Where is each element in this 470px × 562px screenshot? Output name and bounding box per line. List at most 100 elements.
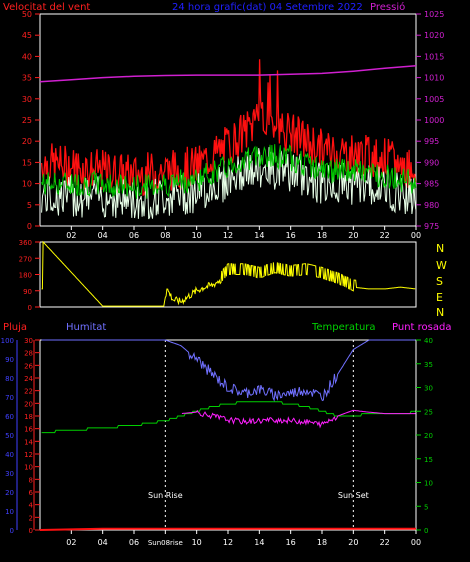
rain-y-tick-label: 28 [24,350,33,358]
cardinal-s: S [436,275,443,288]
rain-y-tick-label: 10 [24,464,33,472]
temp-y-tick-label: 5 [424,503,428,511]
humidity-x-tick-label: 16 [286,538,296,547]
pressure-y-tick-label: 975 [424,222,439,231]
pressure-line [39,64,417,83]
temp-y-tick-label: 25 [424,408,433,416]
cardinal-w: W [436,259,447,272]
wind-y-tick-label: 45 [22,31,32,40]
wind-direction-line [41,240,416,307]
pressure-y-tick-label: 995 [424,137,439,146]
humidity-y-tick-label: 50 [5,432,14,440]
wind-x-tick-label: 10 [192,231,202,240]
rain-y-tick-label: 4 [29,502,34,510]
wind-y-tick-label: 40 [22,52,32,61]
rain-y-tick-label: 6 [29,489,34,497]
rain-y-tick-label: 18 [24,413,33,421]
wind-x-tick-label: 06 [129,231,139,240]
rain-y-tick-label: 14 [24,438,33,446]
wind-y-tick-label: 35 [22,74,32,83]
wind-y-tick-label: 30 [22,95,32,104]
chart-marks: 0510152025303540455097598098599099510001… [1,10,445,547]
pressure-y-tick-label: 1000 [424,116,444,125]
humidity-y-tick-label: 80 [5,375,14,383]
wind-x-tick-label: 22 [380,231,390,240]
sunset-label: Sun Set [338,491,369,500]
temperature-line [41,401,416,434]
wind-y-tick-label: 50 [22,10,32,19]
humidity-y-tick-label: 10 [5,508,14,516]
wind-y-tick-label: 5 [27,201,32,210]
dewpoint-line [181,409,416,429]
temp-y-tick-label: 35 [424,361,433,369]
humidity-x-tick-label: 00 [411,538,421,547]
humidity-x-tick-label: 22 [380,538,390,547]
temp-y-tick-label: 40 [424,337,433,345]
wind-y-tick-label: 25 [22,116,32,125]
wind-x-tick-label: 02 [66,231,76,240]
direction-panel-frame [39,241,417,308]
rain-y-tick-label: 12 [24,451,33,459]
pressure-y-tick-label: 980 [424,201,439,210]
humidity-x-tick-label: 14 [254,538,264,547]
direction-y-tick-label: 360 [19,239,32,247]
rain-y-tick-label: 22 [24,388,33,396]
pressure-label: Pressió [370,1,405,13]
wind-gust-line [41,144,417,199]
rain-y-tick-label: 16 [24,426,33,434]
rain-y-tick-label: 26 [24,362,33,370]
wind-x-tick-label: 16 [286,231,296,240]
humidity-x-tick-label: 10 [192,538,202,547]
direction-y-tick-label: 180 [19,272,32,280]
pressure-y-tick-label: 1025 [424,10,444,19]
wind-y-tick-label: 20 [22,137,32,146]
humidity-x-tick-label: 18 [317,538,327,547]
dewpoint-label: Punt rosada [392,322,451,333]
rain-y-tick-label: 30 [24,337,33,345]
humidity-label: Humitat [66,322,106,333]
wind-x-tick-label: 20 [348,231,358,240]
pressure-y-tick-label: 1020 [424,31,444,40]
chart-title: 24 hora grafic(dat) 04 Setembre 2022 [172,2,363,13]
humidity-y-tick-label: 40 [5,451,14,459]
pressure-y-tick-label: 1015 [424,52,444,61]
direction-y-tick-label: 270 [19,255,32,263]
wind-x-tick-label: 08 [160,231,170,240]
pressure-y-tick-label: 990 [424,158,439,167]
temp-y-tick-label: 20 [424,432,433,440]
rain-y-tick-label: 8 [29,476,33,484]
humidity-y-tick-label: 20 [5,489,14,497]
humidity-y-tick-label: 60 [5,413,14,421]
pressure-y-tick-label: 1010 [424,74,444,83]
humidity-y-tick-label: 100 [1,337,14,345]
humidity-x-tick-label: 04 [98,538,108,547]
rain-y-tick-label: 0 [29,527,33,535]
humidity-x-tick-label: 12 [223,538,233,547]
wind-speed-label: Velocitat del vent [3,2,90,13]
cardinal-n-bottom: N [436,306,444,319]
humidity-panel-frame [39,339,417,531]
rain-y-tick-label: 2 [29,514,33,522]
temp-y-tick-label: 30 [424,385,433,393]
direction-y-tick-label: 0 [28,304,32,312]
temperature-label: Temperatura [311,322,376,333]
wind-x-tick-label: 12 [223,231,233,240]
humidity-line [41,339,416,402]
wind-y-tick-label: 15 [22,158,32,167]
sunrise-tick-label: Sun08rise [148,539,183,547]
rain-line [39,527,416,531]
wind-x-tick-label: 14 [254,231,264,240]
rain-y-tick-label: 24 [24,375,33,383]
humidity-x-tick-label: 02 [66,538,76,547]
pressure-y-tick-label: 985 [424,180,439,189]
wind-x-tick-label: 04 [98,231,108,240]
humidity-x-tick-label: 06 [129,538,139,547]
rain-y-tick-label: 20 [24,400,33,408]
sunrise-label: Sun Rise [148,491,183,500]
temp-y-tick-label: 0 [424,527,428,535]
humidity-y-tick-label: 30 [5,470,14,478]
cardinal-n-top: N [436,242,444,255]
pressure-y-tick-label: 1005 [424,95,444,104]
